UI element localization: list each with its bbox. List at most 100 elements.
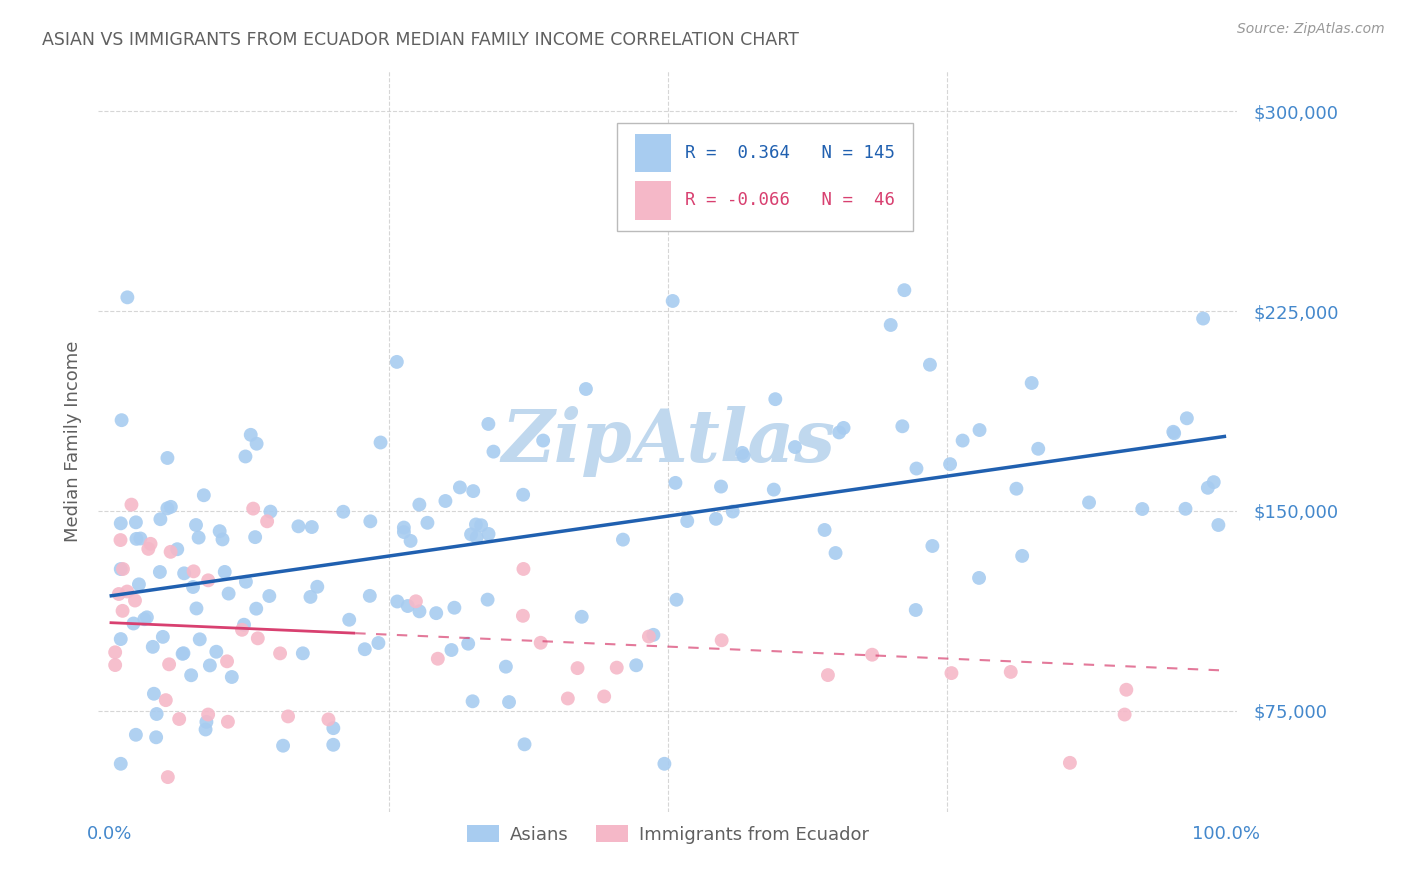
Point bbox=[1175, 411, 1198, 425]
Point bbox=[110, 413, 132, 427]
Point bbox=[221, 670, 243, 684]
Point bbox=[129, 532, 152, 546]
Point bbox=[643, 628, 665, 642]
Point bbox=[259, 505, 281, 519]
Point bbox=[125, 516, 148, 530]
Point bbox=[860, 648, 883, 662]
Point bbox=[110, 516, 132, 531]
Point bbox=[460, 527, 482, 541]
Point bbox=[188, 632, 211, 647]
Point bbox=[173, 566, 195, 581]
Point bbox=[152, 630, 174, 644]
Point bbox=[120, 498, 142, 512]
Point bbox=[122, 616, 145, 631]
Point bbox=[370, 435, 392, 450]
Point bbox=[416, 516, 439, 530]
Point bbox=[408, 604, 430, 618]
Point bbox=[197, 574, 219, 588]
Point bbox=[155, 693, 177, 707]
Text: Source: ZipAtlas.com: Source: ZipAtlas.com bbox=[1237, 22, 1385, 37]
Point bbox=[134, 612, 156, 626]
Point bbox=[387, 594, 409, 608]
Point bbox=[322, 721, 344, 735]
Point bbox=[145, 706, 167, 721]
Point bbox=[318, 712, 340, 726]
Point bbox=[904, 603, 927, 617]
FancyBboxPatch shape bbox=[636, 134, 671, 172]
Point bbox=[291, 646, 314, 660]
Point bbox=[921, 539, 943, 553]
Point bbox=[218, 586, 240, 600]
Point bbox=[969, 423, 991, 437]
Point bbox=[593, 690, 616, 704]
Point bbox=[125, 532, 148, 546]
Point bbox=[235, 574, 257, 589]
Point bbox=[405, 594, 427, 608]
Point bbox=[710, 479, 733, 493]
Point bbox=[498, 695, 520, 709]
Point bbox=[567, 661, 589, 675]
Point bbox=[142, 640, 165, 654]
Point bbox=[461, 694, 484, 708]
Point bbox=[195, 714, 218, 729]
Point bbox=[513, 737, 536, 751]
Point bbox=[242, 501, 264, 516]
Point bbox=[172, 646, 194, 660]
Point bbox=[186, 601, 208, 615]
Point bbox=[117, 290, 139, 304]
Point bbox=[967, 571, 990, 585]
Point bbox=[813, 523, 835, 537]
Point bbox=[172, 647, 194, 661]
Point bbox=[1000, 665, 1022, 679]
Point bbox=[783, 440, 806, 454]
Point bbox=[638, 630, 661, 644]
Point bbox=[624, 658, 647, 673]
Point bbox=[731, 446, 754, 460]
Point bbox=[271, 739, 294, 753]
Point bbox=[1197, 481, 1219, 495]
Point bbox=[1114, 707, 1136, 722]
Point bbox=[661, 293, 683, 308]
Point bbox=[145, 731, 167, 745]
Point bbox=[824, 546, 846, 560]
Point bbox=[1115, 682, 1137, 697]
Point bbox=[392, 520, 415, 534]
Point bbox=[124, 593, 146, 607]
Point bbox=[156, 450, 179, 465]
Point bbox=[425, 606, 447, 620]
Point bbox=[139, 537, 162, 551]
Point bbox=[104, 658, 127, 673]
Point bbox=[149, 565, 172, 579]
Point bbox=[1011, 549, 1033, 563]
Point bbox=[245, 601, 267, 615]
Point bbox=[125, 728, 148, 742]
Point bbox=[465, 530, 488, 544]
Point bbox=[193, 488, 215, 502]
Point bbox=[606, 660, 628, 674]
Point bbox=[194, 723, 217, 737]
Point bbox=[211, 533, 233, 547]
Text: R = -0.066   N =  46: R = -0.066 N = 46 bbox=[685, 192, 896, 210]
Point bbox=[215, 654, 238, 668]
Point bbox=[408, 498, 430, 512]
Point bbox=[239, 427, 262, 442]
Point bbox=[512, 608, 534, 623]
Point bbox=[181, 580, 204, 594]
Point bbox=[477, 527, 499, 541]
Point bbox=[108, 587, 131, 601]
Point bbox=[180, 668, 202, 682]
Point bbox=[817, 668, 839, 682]
Legend: Asians, Immigrants from Ecuador: Asians, Immigrants from Ecuador bbox=[460, 818, 876, 851]
Point bbox=[385, 355, 408, 369]
Point bbox=[1174, 501, 1197, 516]
Point bbox=[159, 545, 181, 559]
Point bbox=[721, 504, 744, 518]
Point bbox=[531, 434, 554, 448]
Point bbox=[307, 580, 329, 594]
Point bbox=[1078, 495, 1101, 509]
Point bbox=[301, 520, 323, 534]
Point bbox=[259, 589, 281, 603]
Point bbox=[277, 709, 299, 723]
Point bbox=[1161, 425, 1184, 439]
Point bbox=[359, 514, 381, 528]
